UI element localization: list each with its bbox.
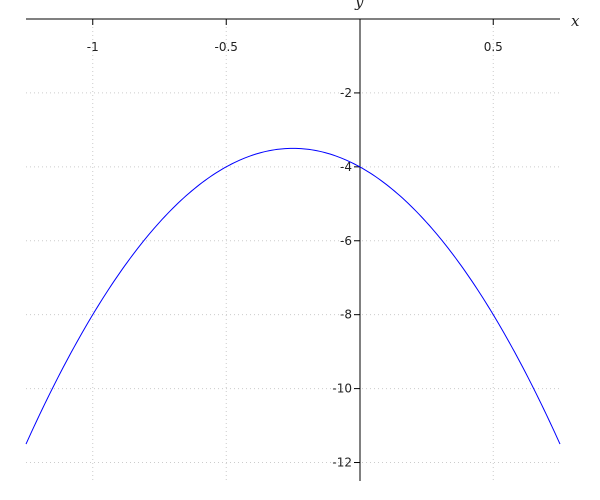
x-tick-label: 0.5 xyxy=(484,40,503,54)
grid xyxy=(26,19,560,481)
y-tick-label: -12 xyxy=(332,456,352,470)
y-axis-label: y xyxy=(354,0,364,11)
y-tick-label: -4 xyxy=(340,160,352,174)
x-axis-label: x xyxy=(571,12,580,30)
x-tick-label: -0.5 xyxy=(215,40,238,54)
ticks: -1 -0.5 0.5 -2 -4 -6 -8 -10 -12 xyxy=(87,19,503,470)
series-line xyxy=(25,147,561,445)
x-tick-label: -1 xyxy=(87,40,99,54)
y-tick-label: -6 xyxy=(340,234,352,248)
y-tick-label: -8 xyxy=(340,308,352,322)
y-tick-label: -2 xyxy=(340,86,352,100)
y-tick-label: -10 xyxy=(332,382,352,396)
